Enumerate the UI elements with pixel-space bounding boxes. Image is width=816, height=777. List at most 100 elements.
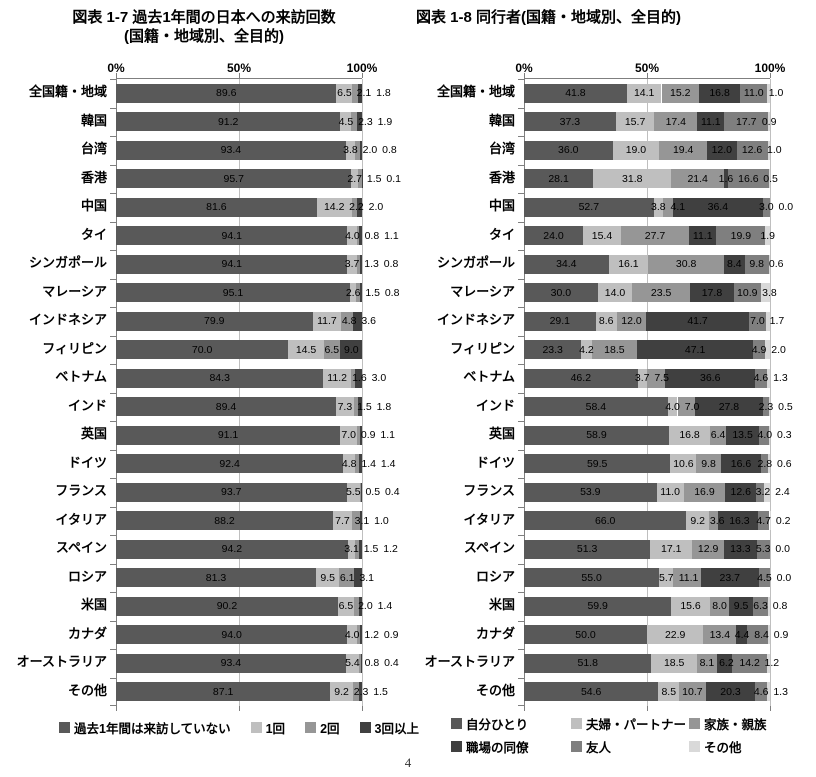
- bar-value-label: 1.4: [377, 600, 393, 612]
- category-tick: [518, 649, 524, 650]
- category-label: マレーシア: [42, 283, 107, 299]
- category-tick: [518, 79, 524, 80]
- bar-segment: [768, 596, 771, 616]
- bar-segment: [696, 653, 717, 673]
- bar-value-label: 16.6: [730, 457, 752, 470]
- bar-segment: [650, 539, 693, 559]
- bar-value-label: 0.6: [768, 258, 784, 270]
- bar-value-label: 92.4: [219, 457, 240, 470]
- bar-segment: [764, 482, 770, 502]
- bar-segment: [340, 425, 358, 445]
- category-axis: 全国籍・地域 韓国 台湾 香港 中国 タイ シンガポール マレーシア インドネシア フィリピン ベト…: [408, 78, 524, 706]
- bar-segment: [725, 482, 757, 502]
- bar-value-label: 55.0: [581, 571, 602, 584]
- bar-value-label: 10.7: [682, 685, 703, 698]
- bar-value-label: 50.0: [575, 628, 596, 641]
- bar-value-label: 5.7: [658, 571, 674, 584]
- bar-segment: [756, 482, 765, 502]
- bar-segment: [659, 140, 708, 160]
- bar-segment: [768, 254, 771, 274]
- category-tick: [518, 449, 524, 451]
- bar-value-label: 18.5: [663, 657, 685, 669]
- bar-segment: [758, 568, 770, 588]
- bar-value-label: 8.1: [699, 657, 715, 669]
- legend-label: 友人: [586, 741, 612, 755]
- bar-segment: [355, 539, 360, 559]
- legend-item: 3回以上: [359, 718, 419, 737]
- bar-segment: [768, 397, 770, 417]
- bar-segment: [345, 653, 360, 673]
- bar-value-label: 12.6: [730, 486, 751, 498]
- bar-value-label: 17.7: [736, 115, 757, 128]
- bar-value-label: 1.9: [377, 115, 393, 128]
- bar-value-label: 4.0: [665, 400, 680, 413]
- bar-segment: [753, 340, 766, 360]
- bar-segment: [353, 311, 362, 331]
- bar-value-label: 2.0: [358, 600, 373, 612]
- bar-segment: [720, 454, 762, 474]
- bar-segment: [765, 340, 770, 360]
- bar-segment: [740, 83, 768, 103]
- bar-value-label: 2.3: [358, 115, 373, 128]
- bar-segment: [766, 368, 770, 388]
- bar-value-label: 2.6: [345, 286, 361, 299]
- bar-value-label: 16.8: [709, 87, 730, 99]
- bar-segment: [524, 169, 594, 189]
- bar-value-label: 3.8: [343, 144, 358, 156]
- bar-value-label: 21.4: [687, 172, 708, 185]
- bar-value-label: 16.9: [694, 486, 715, 498]
- gridline: [239, 79, 240, 706]
- legend-swatch-icon: [359, 722, 371, 733]
- bar-value-label: 2.0: [771, 343, 786, 356]
- bar-segment: [524, 397, 668, 417]
- bar-segment: [762, 197, 770, 217]
- bar-segment: [360, 482, 362, 502]
- legend-swatch-icon: [689, 718, 700, 729]
- bar-value-label: 11.0: [660, 486, 680, 498]
- bar-value-label: 51.3: [576, 543, 598, 555]
- bar-value-label: 9.5: [733, 600, 749, 612]
- bar-value-label: 0.8: [384, 286, 400, 299]
- legend-label: 3回以上: [374, 722, 419, 736]
- bar-segment: [717, 511, 758, 531]
- bar-segment: [337, 596, 354, 616]
- bar-value-label: 17.8: [701, 286, 723, 299]
- bar-segment: [689, 226, 717, 246]
- bar-value-label: 4.0: [345, 229, 360, 242]
- category-label: 香港: [80, 169, 107, 185]
- bar-value-label: 23.7: [719, 571, 740, 584]
- axis-tick: [116, 706, 117, 711]
- bar-value-label: 1.3: [773, 685, 788, 698]
- bar-segment: [593, 169, 672, 189]
- bar-segment: [768, 169, 770, 189]
- bar-value-label: 0.5: [763, 172, 778, 185]
- gridline: [362, 79, 363, 706]
- bar-value-label: 0.8: [772, 600, 788, 612]
- bar-segment: [359, 226, 362, 246]
- category-tick: [110, 421, 116, 422]
- bar-segment: [357, 197, 362, 217]
- bar-segment: [723, 254, 745, 274]
- plot-area: 0% 50% 100% 全国籍・地域 韓国 台湾 香港 中国 タイ シンガポール マレーシア インド…: [0, 58, 408, 711]
- category-label: シンガポール: [28, 255, 107, 270]
- bar-segment: [357, 112, 362, 132]
- category-label: その他: [475, 682, 515, 698]
- legend-label: 家族・親族: [704, 718, 767, 732]
- bar-value-label: 9.2: [334, 685, 349, 698]
- category-label: 米国: [488, 597, 515, 612]
- bar-value-label: 66.0: [594, 514, 616, 527]
- bar-value-label: 1.8: [376, 87, 391, 99]
- bar-segment: [736, 625, 748, 645]
- category-label: ロシア: [67, 568, 107, 584]
- bar-value-label: 4.6: [753, 685, 769, 698]
- category-label: インド: [67, 397, 107, 413]
- bar-segment: [340, 112, 352, 132]
- bar-segment: [683, 482, 726, 502]
- category-label: タイ: [80, 226, 107, 242]
- bar-value-label: 54.6: [580, 685, 602, 698]
- bar-segment: [761, 454, 769, 474]
- bar-segment: [347, 254, 357, 274]
- axis-tick: [770, 706, 771, 711]
- bar-value-label: 4.8: [341, 457, 357, 470]
- legend-item: 夫婦・パートナー: [571, 714, 689, 733]
